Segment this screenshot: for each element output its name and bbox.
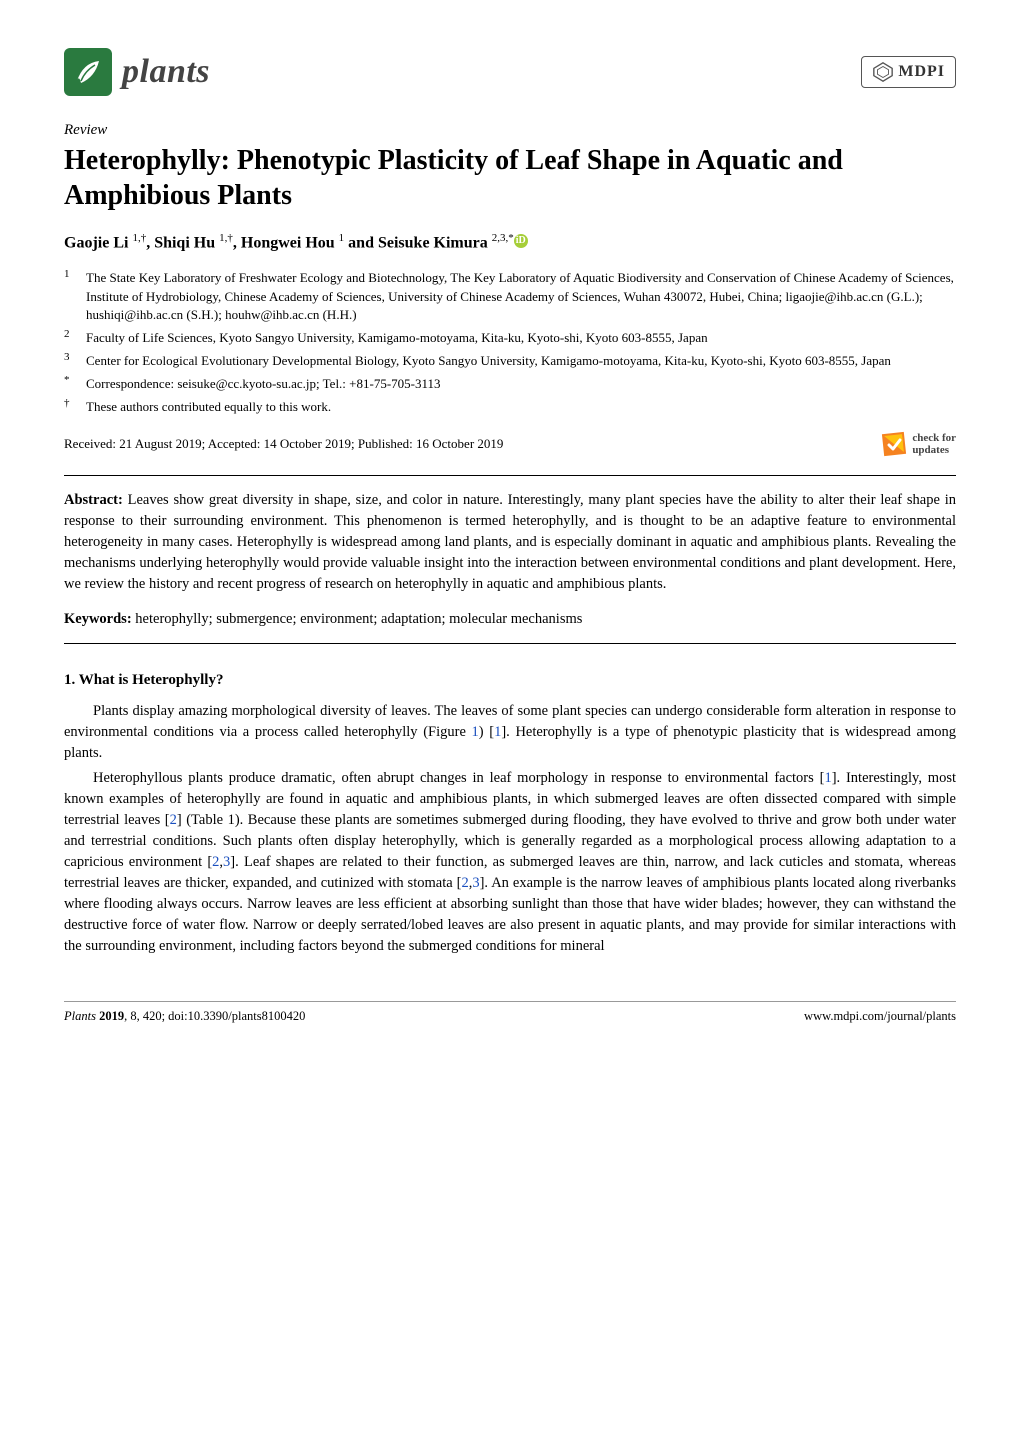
check-updates-line1: check for (912, 432, 956, 444)
footer-citation: Plants 2019, 8, 420; doi:10.3390/plants8… (64, 1008, 305, 1026)
check-updates-text: check for updates (912, 432, 956, 456)
affiliation-text: The State Key Laboratory of Freshwater E… (86, 269, 956, 326)
affiliation-item: *Correspondence: seisuke@cc.kyoto-su.ac.… (86, 375, 956, 394)
affiliation-item: 1The State Key Laboratory of Freshwater … (86, 269, 956, 326)
journal-logo: plants (64, 48, 210, 96)
affiliation-marker: 1 (64, 267, 86, 324)
affiliation-text: These authors contributed equally to thi… (86, 398, 956, 417)
keywords-text: heterophylly; submergence; environment; … (132, 611, 583, 627)
affiliation-item: 2Faculty of Life Sciences, Kyoto Sangyo … (86, 329, 956, 348)
author-affiliation-sup: 2,3,* (492, 232, 514, 244)
citation-ref-2[interactable]: 2 (170, 812, 177, 828)
orcid-icon[interactable]: iD (514, 234, 528, 248)
author-affiliation-sup: 1,† (132, 232, 146, 244)
abstract-body: Leaves show great diversity in shape, si… (64, 492, 956, 592)
affiliation-text: Faculty of Life Sciences, Kyoto Sangyo U… (86, 329, 956, 348)
footer-url[interactable]: www.mdpi.com/journal/plants (804, 1008, 956, 1026)
keywords: Keywords: heterophylly; submergence; env… (64, 609, 956, 629)
author-name: Gaojie Li (64, 234, 132, 251)
author-name: Hongwei Hou (241, 234, 339, 251)
keywords-label: Keywords: (64, 611, 132, 627)
figure-ref-1[interactable]: 1 (472, 724, 479, 740)
abstract-text: Abstract: Leaves show great diversity in… (64, 490, 956, 595)
authors-line: Gaojie Li 1,†, Shiqi Hu 1,†, Hongwei Hou… (64, 231, 956, 255)
citation-ref-3[interactable]: 3 (472, 875, 479, 891)
author-affiliation-sup: 1 (339, 232, 345, 244)
journal-logo-icon (64, 48, 112, 96)
citation-ref-2[interactable]: 2 (461, 875, 468, 891)
header-row: plants MDPI (64, 48, 956, 96)
check-updates-badge[interactable]: check for updates (881, 431, 956, 457)
abstract-label: Abstract: (64, 492, 123, 508)
affiliation-item: 3Center for Ecological Evolutionary Deve… (86, 352, 956, 371)
publisher-name: MDPI (898, 61, 945, 83)
article-type: Review (64, 120, 956, 141)
affiliation-text: Center for Ecological Evolutionary Devel… (86, 352, 956, 371)
author-name: Shiqi Hu (154, 234, 219, 251)
crossref-icon (881, 431, 907, 457)
abstract-block: Abstract: Leaves show great diversity in… (64, 475, 956, 644)
section-1-para-1: Plants display amazing morphological div… (64, 701, 956, 764)
affiliation-text: Correspondence: seisuke@cc.kyoto-su.ac.j… (86, 375, 956, 394)
affiliation-marker: 3 (64, 350, 86, 369)
publisher-logo: MDPI (861, 56, 956, 88)
affiliation-marker: † (64, 396, 86, 415)
affiliation-item: †These authors contributed equally to th… (86, 398, 956, 417)
author-affiliation-sup: 1,† (219, 232, 233, 244)
citation-ref-1[interactable]: 1 (824, 770, 831, 786)
article-dates: Received: 21 August 2019; Accepted: 14 O… (64, 435, 503, 453)
section-1-para-2: Heterophyllous plants produce dramatic, … (64, 768, 956, 957)
journal-name: plants (122, 48, 210, 96)
affiliations: 1The State Key Laboratory of Freshwater … (64, 269, 956, 417)
affiliation-marker: * (64, 373, 86, 392)
page-footer: Plants 2019, 8, 420; doi:10.3390/plants8… (64, 1001, 956, 1026)
affiliation-marker: 2 (64, 327, 86, 346)
author-name: Seisuke Kimura (378, 234, 492, 251)
publisher-logo-icon (872, 61, 894, 83)
section-1-heading: 1. What is Heterophylly? (64, 670, 956, 691)
dates-row: Received: 21 August 2019; Accepted: 14 O… (64, 431, 956, 457)
article-title: Heterophylly: Phenotypic Plasticity of L… (64, 143, 956, 213)
check-updates-line2: updates (912, 444, 956, 456)
